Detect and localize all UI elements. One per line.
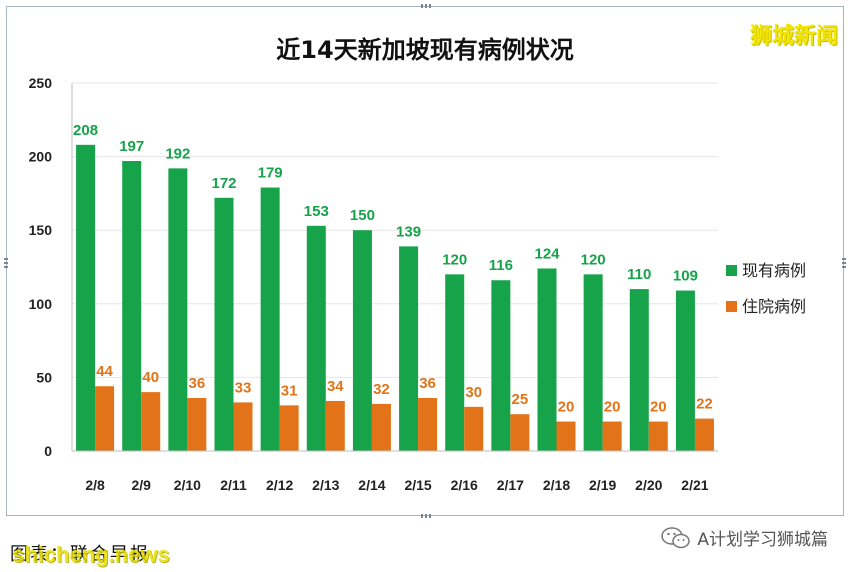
source-caption: 图表：联合早报 xyxy=(10,544,150,565)
data-label: 34 xyxy=(327,378,344,395)
bar-hospitalised xyxy=(556,421,576,451)
data-label: 139 xyxy=(396,223,421,240)
bar-current-cases xyxy=(352,230,372,451)
bar-current-cases xyxy=(399,246,419,451)
y-tick-label: 150 xyxy=(29,222,53,238)
data-label: 208 xyxy=(73,122,98,139)
bar-current-cases xyxy=(168,168,188,451)
legend-label: 住院病例 xyxy=(742,297,806,316)
bar-current-cases xyxy=(122,161,142,452)
legend-swatch xyxy=(726,265,737,276)
wechat-icon xyxy=(661,526,691,548)
y-tick-label: 200 xyxy=(29,149,53,165)
resize-handle-top[interactable] xyxy=(421,4,431,8)
x-tick-label: 2/9 xyxy=(131,477,151,493)
bar-hospitalised xyxy=(602,421,622,451)
data-label: 120 xyxy=(581,251,606,268)
x-axis: 2/8 2/9 2/10 2/11 2/12 2/13 2/14 2/15 2/16 2/17 2/… xyxy=(72,450,718,493)
x-tick-label: 2/18 xyxy=(543,477,570,493)
y-tick-label: 50 xyxy=(36,369,52,385)
data-label: 110 xyxy=(627,266,651,283)
bar-current-cases xyxy=(306,225,326,451)
chart-title: 近14天新加坡现有病例状况 xyxy=(276,36,573,64)
bar-hospitalised xyxy=(464,406,484,451)
bar-hospitalised xyxy=(325,400,345,451)
y-tick-label: 100 xyxy=(29,296,53,312)
bar-current-cases xyxy=(675,290,695,451)
resize-handle-bottom[interactable] xyxy=(421,514,431,518)
account-badge[interactable]: A计划学习狮城篇 xyxy=(661,525,828,550)
bar-hospitalised xyxy=(95,386,115,451)
bar-hospitalised xyxy=(187,398,207,451)
x-tick-label: 2/15 xyxy=(404,477,431,493)
data-label: 20 xyxy=(650,399,667,416)
x-tick-label: 2/19 xyxy=(589,477,616,493)
data-label: 40 xyxy=(142,369,159,386)
bar-hospitalised xyxy=(141,392,161,451)
bar-hospitalised xyxy=(648,421,668,451)
data-label: 20 xyxy=(604,399,621,416)
bar-current-cases xyxy=(537,268,557,451)
bar-series xyxy=(76,144,714,452)
y-tick-label: 250 xyxy=(29,75,53,91)
data-label: 44 xyxy=(96,363,113,380)
x-tick-label: 2/13 xyxy=(312,477,339,493)
data-label: 30 xyxy=(465,384,482,401)
data-label: 120 xyxy=(442,251,467,268)
data-label: 22 xyxy=(696,396,713,413)
bar-current-cases xyxy=(583,274,603,451)
x-tick-label: 2/12 xyxy=(266,477,293,493)
bar-current-cases xyxy=(445,274,465,451)
data-label: 192 xyxy=(165,145,190,162)
data-label: 32 xyxy=(373,381,390,398)
data-label: 150 xyxy=(350,207,375,224)
bar-hospitalised xyxy=(233,402,253,451)
y-tick-label: 0 xyxy=(44,443,52,459)
bar-current-cases xyxy=(491,280,511,451)
x-tick-label: 2/16 xyxy=(451,477,478,493)
x-tick-label: 2/21 xyxy=(681,477,708,493)
data-label: 179 xyxy=(258,165,283,182)
resize-handle-left[interactable] xyxy=(4,258,8,268)
data-label: 36 xyxy=(189,375,206,392)
y-axis: 0 50 100 150 200 250 xyxy=(29,75,73,459)
bar-hospitalised xyxy=(418,398,438,451)
source-watermark: shicheng.news xyxy=(12,542,170,567)
data-label: 20 xyxy=(558,399,575,416)
bar-hospitalised xyxy=(279,405,299,451)
data-label: 197 xyxy=(119,138,144,155)
data-labels: 208 44 197 40 192 36 172 33 179 31 153 34 150 32 139 36… xyxy=(73,122,713,416)
data-label: 109 xyxy=(673,268,698,285)
bar-hospitalised xyxy=(371,403,391,451)
bar-hospitalised xyxy=(510,414,530,451)
data-label: 33 xyxy=(235,379,252,396)
watermark-logo: 狮城新闻 xyxy=(749,24,838,49)
x-tick-label: 2/10 xyxy=(174,477,201,493)
data-label: 36 xyxy=(419,375,436,392)
bar-current-cases xyxy=(629,289,649,451)
x-tick-label: 2/20 xyxy=(635,477,662,493)
bar-chart: 近14天新加坡现有病例状况 0 50 100 150 200 250 208 44 197 40… xyxy=(29,36,806,493)
resize-handle-right[interactable] xyxy=(842,258,846,268)
data-label: 172 xyxy=(211,175,236,192)
x-tick-label: 2/14 xyxy=(358,477,385,493)
x-tick-label: 2/17 xyxy=(497,477,524,493)
data-label: 124 xyxy=(534,245,560,262)
legend-swatch xyxy=(726,301,737,312)
bar-current-cases xyxy=(76,144,96,451)
data-label: 116 xyxy=(489,257,513,274)
data-label: 25 xyxy=(512,391,529,408)
bar-hospitalised xyxy=(694,418,714,451)
bar-current-cases xyxy=(214,197,234,451)
legend-label: 现有病例 xyxy=(742,261,806,280)
data-label: 31 xyxy=(281,382,298,399)
x-tick-label: 2/11 xyxy=(220,477,247,493)
x-tick-label: 2/8 xyxy=(85,477,105,493)
account-name: A计划学习狮城篇 xyxy=(697,530,828,550)
bar-current-cases xyxy=(260,187,280,451)
data-label: 153 xyxy=(304,203,329,220)
